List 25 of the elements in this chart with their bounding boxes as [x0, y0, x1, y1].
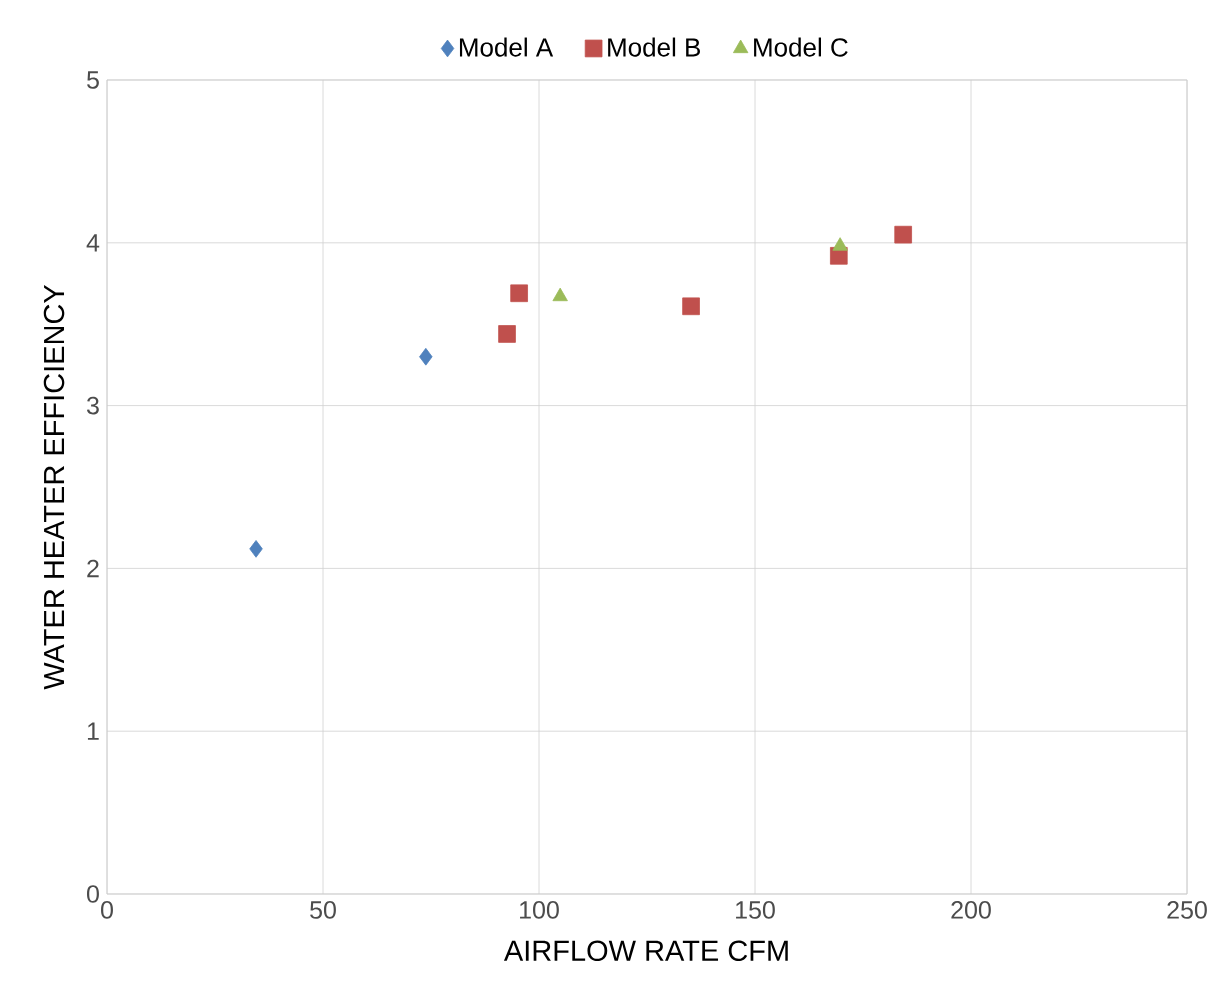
- x-tick-label: 0: [101, 901, 113, 919]
- point: [832, 237, 848, 251]
- y-tick-label: 1: [87, 722, 99, 740]
- legend-label: Model C: [754, 37, 848, 57]
- x-tick-label: 150: [736, 901, 775, 919]
- y-axis-title: WATER HEATER EFFICIENCY: [43, 284, 65, 690]
- point: [419, 347, 433, 366]
- point: [498, 325, 516, 343]
- point: [552, 287, 568, 302]
- y-tick-label: 4: [86, 234, 100, 252]
- x-tick-label: 250: [1167, 901, 1207, 919]
- y-tick-label: 5: [87, 71, 99, 89]
- x-tick-label: 100: [520, 901, 559, 919]
- x-tick-label: 200: [951, 901, 991, 919]
- legend-label: Model A: [459, 37, 554, 57]
- x-tick-label: 50: [310, 901, 336, 919]
- point: [894, 225, 912, 244]
- y-tick-label: 0: [87, 885, 99, 903]
- y-tick-label: 3: [86, 396, 99, 415]
- point: [682, 297, 700, 316]
- legend-label: Model B: [608, 37, 700, 57]
- point: [510, 284, 528, 303]
- point: [249, 540, 263, 558]
- y-tick-label: 2: [87, 559, 99, 578]
- x-axis-title: AIRFLOW RATE CFM: [503, 940, 788, 962]
